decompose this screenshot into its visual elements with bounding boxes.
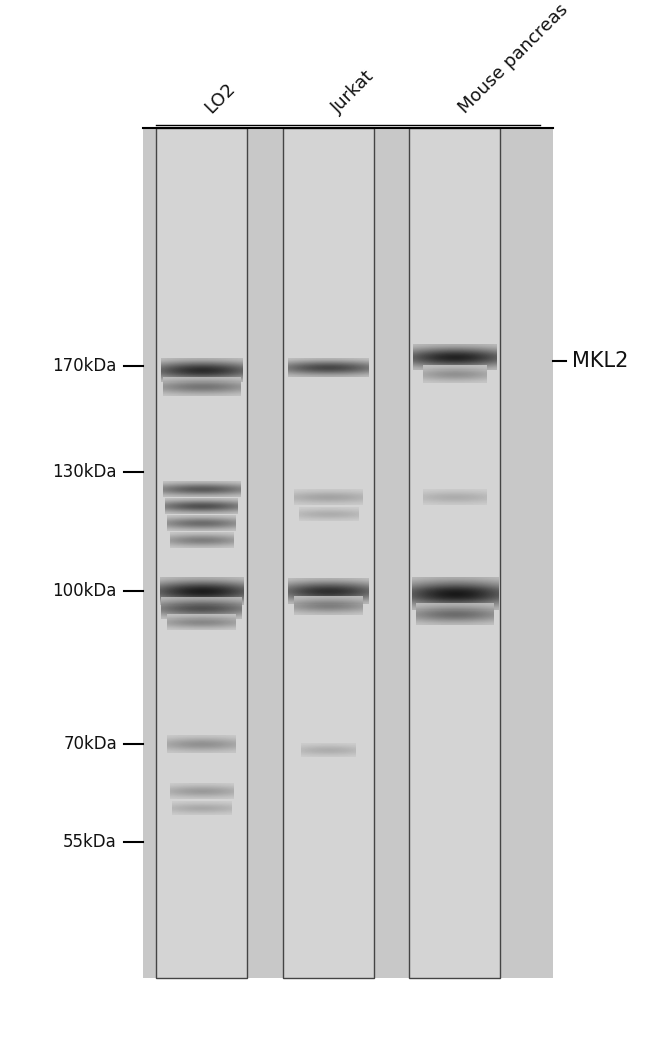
Bar <box>156 128 247 978</box>
Text: 70kDa: 70kDa <box>63 736 117 753</box>
Text: Mouse pancreas: Mouse pancreas <box>455 0 571 117</box>
Text: 55kDa: 55kDa <box>63 833 117 850</box>
Text: LO2: LO2 <box>202 80 239 117</box>
Text: 100kDa: 100kDa <box>53 583 117 600</box>
Text: MKL2: MKL2 <box>572 352 629 371</box>
Bar <box>156 128 247 978</box>
Bar <box>143 128 552 978</box>
Bar <box>283 128 374 978</box>
Text: 170kDa: 170kDa <box>53 357 117 374</box>
Bar <box>410 128 500 978</box>
Text: Jurkat: Jurkat <box>328 67 378 117</box>
Bar <box>410 128 500 978</box>
Text: 130kDa: 130kDa <box>53 463 117 480</box>
Bar <box>283 128 374 978</box>
